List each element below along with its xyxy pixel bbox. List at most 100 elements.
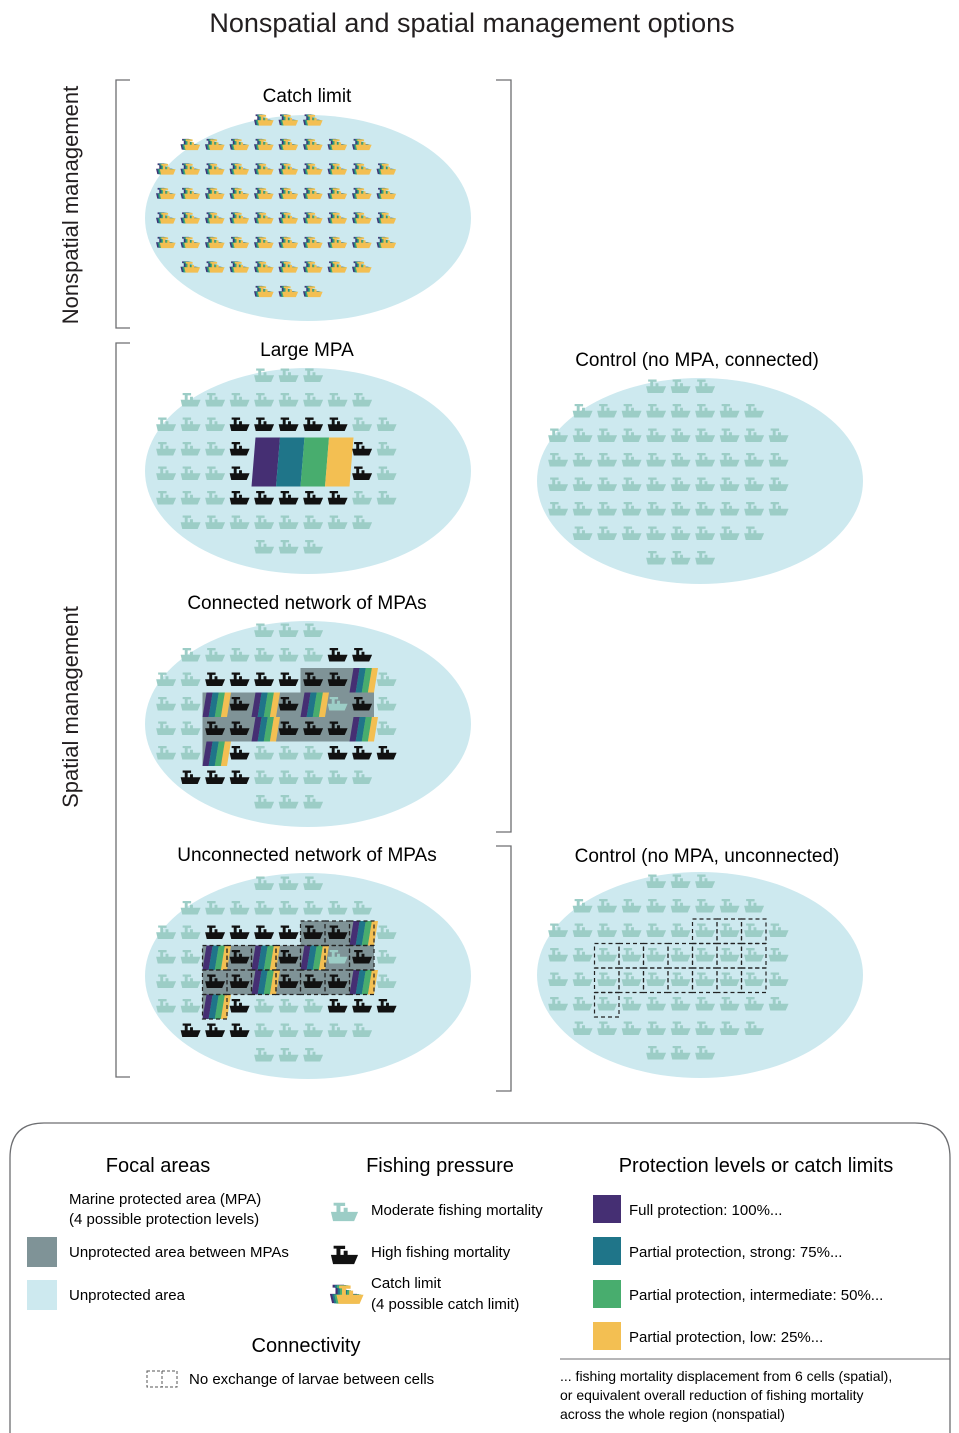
- moderate-fishing-boat-icon: [376, 442, 397, 456]
- moderate-fishing-boat-icon: [180, 901, 201, 915]
- moderate-fishing-boat-icon: [180, 697, 201, 711]
- high-fishing-boat-icon: [352, 648, 373, 662]
- moderate-fishing-boat-icon: [376, 721, 397, 735]
- catch-limit-boat-icon: [376, 163, 397, 175]
- moderate-fishing-boat-icon: [327, 393, 348, 407]
- high-fishing-boat-icon: [229, 466, 250, 480]
- moderate-fishing-boat-icon: [254, 393, 275, 407]
- moderate-fishing-boat-icon: [156, 925, 177, 939]
- moderate-fishing-boat-icon: [646, 428, 667, 442]
- legend-connectivity-heading: Connectivity: [252, 1335, 361, 1357]
- moderate-fishing-boat-icon: [156, 491, 177, 505]
- moderate-fishing-boat-icon: [278, 648, 299, 662]
- moderate-fishing-boat-icon: [254, 648, 275, 662]
- moderate-fishing-boat-icon: [744, 1021, 765, 1035]
- moderate-fishing-boat-icon: [352, 491, 373, 505]
- panel-control-unconnected: [537, 872, 863, 1078]
- moderate-fishing-boat-icon: [303, 901, 324, 915]
- moderate-fishing-boat-icon: [229, 393, 250, 407]
- moderate-fishing-boat-icon: [548, 997, 569, 1011]
- high-fishing-boat-icon: [180, 1023, 201, 1037]
- moderate-fishing-boat-icon: [621, 404, 642, 418]
- moderate-fishing-boat-icon: [670, 379, 691, 393]
- moderate-fishing-boat-icon: [670, 502, 691, 516]
- no-exchange-cell: [740, 942, 767, 969]
- legend-between-swatch: [27, 1237, 57, 1267]
- legend-catch-boat-icon: [329, 1284, 364, 1304]
- spatial-left-bracket: [115, 342, 130, 1078]
- mpa-cell: [251, 717, 280, 742]
- moderate-fishing-boat-icon: [303, 515, 324, 529]
- moderate-fishing-boat-icon: [597, 428, 618, 442]
- moderate-fishing-boat-icon: [621, 526, 642, 540]
- moderate-fishing-boat-icon: [744, 948, 765, 962]
- moderate-fishing-boat-icon: [646, 899, 667, 913]
- high-fishing-boat-icon: [205, 672, 226, 686]
- mpa-cell: [251, 970, 280, 995]
- catch-limit-boat-icon: [205, 261, 225, 273]
- moderate-fishing-boat-icon: [352, 393, 373, 407]
- moderate-fishing-boat-icon: [548, 923, 569, 937]
- high-fishing-boat-icon: [180, 770, 201, 784]
- moderate-fishing-boat-icon: [597, 923, 618, 937]
- moderate-fishing-boat-icon: [768, 502, 789, 516]
- moderate-fishing-boat-icon: [180, 672, 201, 686]
- moderate-fishing-boat-icon: [695, 923, 716, 937]
- moderate-fishing-boat-icon: [719, 972, 740, 986]
- moderate-fishing-boat-icon: [205, 648, 226, 662]
- moderate-fishing-boat-icon: [205, 393, 226, 407]
- moderate-fishing-boat-icon: [695, 997, 716, 1011]
- moderate-fishing-boat-icon: [597, 972, 618, 986]
- moderate-fishing-boat-icon: [572, 948, 593, 962]
- moderate-fishing-boat-icon: [278, 876, 299, 890]
- moderate-fishing-boat-icon: [205, 442, 226, 456]
- moderate-fishing-boat-icon: [572, 899, 593, 913]
- catch-limit-boat-icon: [254, 261, 274, 273]
- moderate-fishing-boat-icon: [205, 515, 226, 529]
- catch-limit-boat-icon: [327, 187, 348, 200]
- moderate-fishing-boat-icon: [327, 770, 348, 784]
- no-exchange-cell: [740, 967, 767, 994]
- moderate-fishing-boat-icon: [597, 404, 618, 418]
- legend-catch-line2: (4 possible catch limit): [371, 1296, 519, 1313]
- high-fishing-boat-icon: [229, 1023, 250, 1037]
- moderate-fishing-boat-icon: [548, 972, 569, 986]
- catch-limit-boat-icon: [303, 212, 323, 224]
- legend-strong-label: Partial protection, strong: 75%...: [629, 1244, 842, 1261]
- moderate-fishing-boat-icon: [744, 428, 765, 442]
- catch-limit-boat-icon: [327, 138, 348, 151]
- moderate-fishing-boat-icon: [180, 442, 201, 456]
- catch-limit-boat-icon: [180, 261, 201, 273]
- panel-title-unconnected-network: Unconnected network of MPAs: [177, 845, 436, 866]
- high-fishing-boat-icon: [278, 697, 299, 711]
- moderate-fishing-boat-icon: [646, 1046, 667, 1060]
- moderate-fishing-boat-icon: [548, 453, 569, 467]
- legend-intermediate-swatch: [593, 1280, 621, 1308]
- moderate-fishing-boat-icon: [695, 551, 716, 565]
- catch-limit-boat-icon: [254, 114, 274, 126]
- panel-title-catch-limit: Catch limit: [263, 86, 352, 107]
- high-fishing-boat-icon: [254, 417, 275, 431]
- moderate-fishing-boat-icon: [695, 874, 716, 888]
- high-fishing-boat-icon: [327, 648, 348, 662]
- high-fishing-boat-icon: [278, 950, 299, 964]
- catch-limit-boat-icon: [303, 236, 323, 249]
- moderate-fishing-boat-icon: [670, 477, 691, 491]
- moderate-fishing-boat-icon: [597, 453, 618, 467]
- panel-title-control-unconnected: Control (no MPA, unconnected): [575, 846, 840, 867]
- moderate-fishing-boat-icon: [303, 368, 324, 382]
- moderate-fishing-boat-icon: [278, 368, 299, 382]
- moderate-fishing-boat-icon: [303, 876, 324, 890]
- moderate-fishing-boat-icon: [303, 648, 324, 662]
- high-fishing-boat-icon: [303, 721, 324, 735]
- moderate-fishing-boat-icon: [768, 923, 789, 937]
- moderate-fishing-boat-icon: [278, 999, 299, 1013]
- moderate-fishing-boat-icon: [597, 477, 618, 491]
- moderate-fishing-boat-icon: [597, 899, 618, 913]
- moderate-fishing-boat-icon: [352, 515, 373, 529]
- moderate-fishing-boat-icon: [597, 502, 618, 516]
- moderate-fishing-boat-icon: [719, 502, 740, 516]
- moderate-fishing-boat-icon: [278, 770, 299, 784]
- moderate-fishing-boat-icon: [572, 1021, 593, 1035]
- moderate-fishing-boat-icon: [303, 746, 324, 760]
